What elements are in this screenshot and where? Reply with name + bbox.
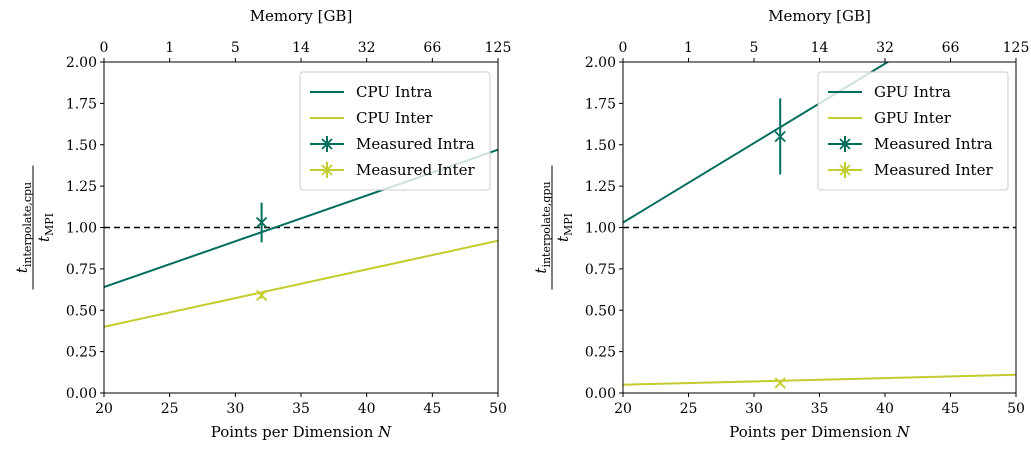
x-axis-label-text: Points per Dimension [211, 423, 378, 441]
measured-intra-marker [774, 130, 786, 143]
top-tick-label: 66 [942, 40, 960, 56]
x-tick-label: 40 [876, 401, 894, 417]
x-tick-label: 30 [226, 401, 244, 417]
top-tick-label: 32 [358, 40, 376, 56]
measured-intra-marker [255, 216, 268, 229]
x-tick-label: 40 [358, 401, 376, 417]
y-tick-label: 0.50 [66, 303, 97, 319]
chart-panel-1: 20 25 30 35 40 45 500.000.250.500.751.001.251.… [13, 7, 511, 441]
x-axis-label-var: N [377, 423, 392, 441]
x-tick-label: 25 [680, 401, 698, 417]
y-tick-label: 0.50 [585, 303, 616, 319]
top-tick-label: 14 [292, 40, 310, 56]
legend-frame [817, 71, 1009, 191]
legend-measured-inter-label: Measured Inter [356, 161, 475, 179]
top-tick-label: 5 [231, 40, 240, 56]
y-num-sub: interpolate,cpu [21, 182, 34, 267]
y-tick-label: 0.25 [585, 345, 616, 361]
x-tick-label: 20 [614, 401, 632, 417]
x-axis-label: Points per Dimension N [211, 423, 392, 441]
x-tick-label: 35 [811, 401, 829, 417]
y-axis-label-numerator: tinterpolate,cpu [13, 182, 34, 273]
y-axis-label: tinterpolate,gpu tMPI [532, 165, 575, 290]
legend-cpu-inter-label: CPU Inter [356, 109, 433, 127]
y-num-var: t [532, 267, 550, 274]
y-axis-label-denominator: tMPI [35, 213, 56, 242]
measured-inter-marker [774, 377, 786, 389]
y-tick-label: 2.00 [585, 55, 616, 71]
x-axis-label: Points per Dimension N [729, 423, 910, 441]
y-axis-label-denominator: tMPI [554, 213, 575, 242]
y-tick-label: 1.00 [585, 221, 616, 237]
x-tick-label: 25 [161, 401, 179, 417]
top-tick-label: 1 [165, 40, 174, 56]
y-den-sub: MPI [562, 213, 575, 236]
legend-measured-inter-label: Measured Inter [874, 161, 993, 179]
y-tick-label: 1.25 [66, 179, 97, 195]
top-axis-label: Memory [GB] [250, 7, 353, 25]
measured-inter-marker [255, 289, 268, 301]
top-tick-label: 5 [750, 40, 759, 56]
top-tick-label: 1 [684, 40, 693, 56]
y-tick-label: 1.75 [585, 96, 616, 112]
x-tick-label: 50 [489, 401, 507, 417]
x-tick-label: 35 [292, 401, 310, 417]
top-tick-label: 0 [619, 40, 628, 56]
x-axis-label-var: N [896, 423, 911, 441]
top-tick-label: 14 [811, 40, 829, 56]
y-tick-label: 1.25 [585, 179, 616, 195]
x-axis-label-text: Points per Dimension [729, 423, 896, 441]
y-tick-label: 0.75 [585, 262, 616, 278]
top-tick-label: 125 [485, 40, 512, 56]
x-tick-label: 20 [95, 401, 113, 417]
legend-frame [299, 71, 491, 191]
y-tick-label: 0.00 [585, 386, 616, 402]
y-tick-label: 1.00 [66, 221, 97, 237]
legend-gpu-inter-label: GPU Inter [874, 109, 952, 127]
x-tick-label: 30 [745, 401, 763, 417]
top-tick-label: 66 [423, 40, 441, 56]
y-axis-label: tinterpolate,cpu tMPI [13, 165, 56, 290]
y-tick-label: 0.75 [66, 262, 97, 278]
top-tick-label: 125 [1003, 40, 1030, 56]
legend: CPU Intra CPU Inter Measured Intra Measured… [299, 71, 491, 191]
y-den-var: t [554, 235, 572, 242]
legend-measured-inter-marker [839, 164, 851, 176]
top-axis-label: Memory [GB] [768, 7, 871, 25]
y-tick-label: 0.00 [66, 386, 97, 402]
legend-measured-intra-marker [839, 138, 851, 150]
y-tick-label: 0.25 [66, 345, 97, 361]
y-num-var: t [13, 266, 31, 273]
legend-gpu-intra-label: GPU Intra [874, 83, 951, 101]
series-line-cpu-inter [104, 239, 498, 328]
y-tick-label: 1.50 [585, 138, 616, 154]
y-tick-label: 1.50 [66, 138, 97, 154]
chart-panel-2: 20 25 30 35 40 45 500.000.250.500.751.001.251.… [532, 7, 1030, 441]
legend-measured-intra-label: Measured Intra [356, 135, 475, 153]
legend: GPU Intra GPU Inter Measured Intra Measured… [817, 71, 1009, 191]
top-tick-label: 0 [100, 40, 109, 56]
legend-measured-intra-marker [321, 138, 333, 150]
legend-cpu-intra-label: CPU Intra [356, 83, 433, 101]
y-num-sub: interpolate,gpu [540, 181, 553, 267]
y-tick-label: 1.75 [66, 96, 97, 112]
x-tick-label: 50 [1007, 401, 1025, 417]
x-tick-label: 45 [942, 401, 960, 417]
x-tick-label: 45 [423, 401, 441, 417]
y-den-sub: MPI [43, 213, 56, 236]
y-tick-label: 2.00 [66, 55, 97, 71]
y-axis-label-numerator: tinterpolate,gpu [532, 181, 553, 273]
legend-measured-inter-marker [321, 164, 333, 176]
y-den-var: t [35, 235, 53, 242]
legend-measured-intra-label: Measured Intra [874, 135, 993, 153]
top-tick-label: 32 [876, 40, 894, 56]
series-line-gpu-inter [623, 373, 1016, 386]
